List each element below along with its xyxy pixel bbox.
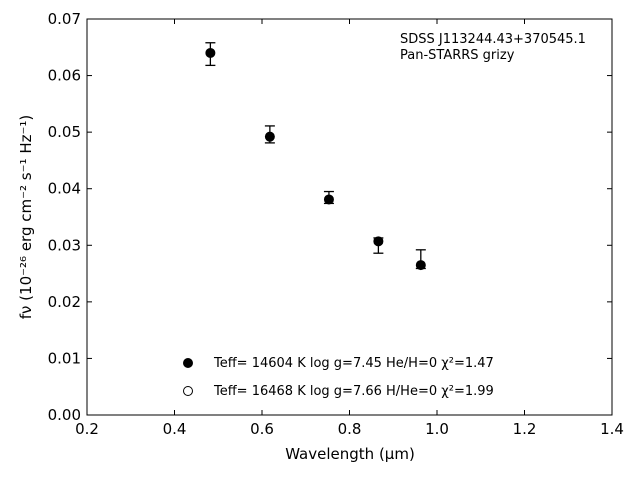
y-tick-label: 0.05 xyxy=(48,123,81,141)
y-tick-label: 0.06 xyxy=(48,67,81,85)
y-tick-label: 0.04 xyxy=(48,180,81,198)
x-axis-label: Wavelength (μm) xyxy=(285,445,415,463)
data-point xyxy=(264,131,275,142)
x-tick-label: 0.6 xyxy=(250,420,274,438)
data-markers xyxy=(205,42,426,271)
data-point xyxy=(415,260,426,271)
legend-marker-open xyxy=(183,386,193,396)
legend-marker-filled xyxy=(183,358,193,368)
x-tick-label: 0.2 xyxy=(75,420,99,438)
x-tick-label: 0.8 xyxy=(338,420,362,438)
x-tick-label: 1.2 xyxy=(513,420,537,438)
y-tick-label: 0.01 xyxy=(48,349,81,367)
y-tick-label: 0.07 xyxy=(48,10,81,28)
y-tick-label: 0.00 xyxy=(48,406,81,424)
x-tick-label: 0.4 xyxy=(163,420,187,438)
data-point xyxy=(205,47,216,58)
data-point xyxy=(323,194,334,205)
y-axis-ticks: 0.00 0.01 0.02 0.03 0.04 0.05 0.06 0.07 xyxy=(48,10,612,424)
legend-entry-1: Teff= 14604 K log g=7.45 He/H=0 χ²=1.47 xyxy=(213,356,494,371)
x-tick-label: 1.0 xyxy=(425,420,449,438)
legend-entry-2: Teff= 16468 K log g=7.66 H/He=0 χ²=1.99 xyxy=(213,384,494,399)
annotation-object-name: SDSS J113244.43+370545.1 xyxy=(400,32,586,47)
y-tick-label: 0.02 xyxy=(48,293,81,311)
legend: Teff= 14604 K log g=7.45 He/H=0 χ²=1.47 … xyxy=(183,356,494,399)
data-point xyxy=(373,236,384,247)
x-tick-label: 1.4 xyxy=(600,420,624,438)
x-axis-ticks: 0.2 0.4 0.6 0.8 1.0 1.2 1.4 xyxy=(75,19,624,438)
y-axis-label: fν (10⁻²⁶ erg cm⁻² s⁻¹ Hz⁻¹) xyxy=(17,115,35,320)
y-tick-label: 0.03 xyxy=(48,236,81,254)
annotation-survey: Pan-STARRS grizy xyxy=(400,48,515,63)
